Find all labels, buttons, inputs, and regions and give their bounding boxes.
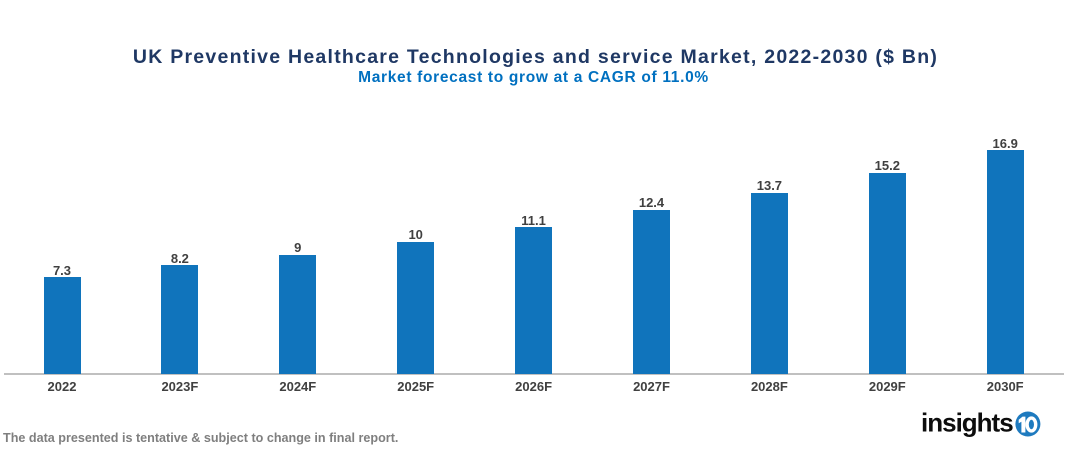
svg-text:insights: insights — [921, 408, 1013, 438]
